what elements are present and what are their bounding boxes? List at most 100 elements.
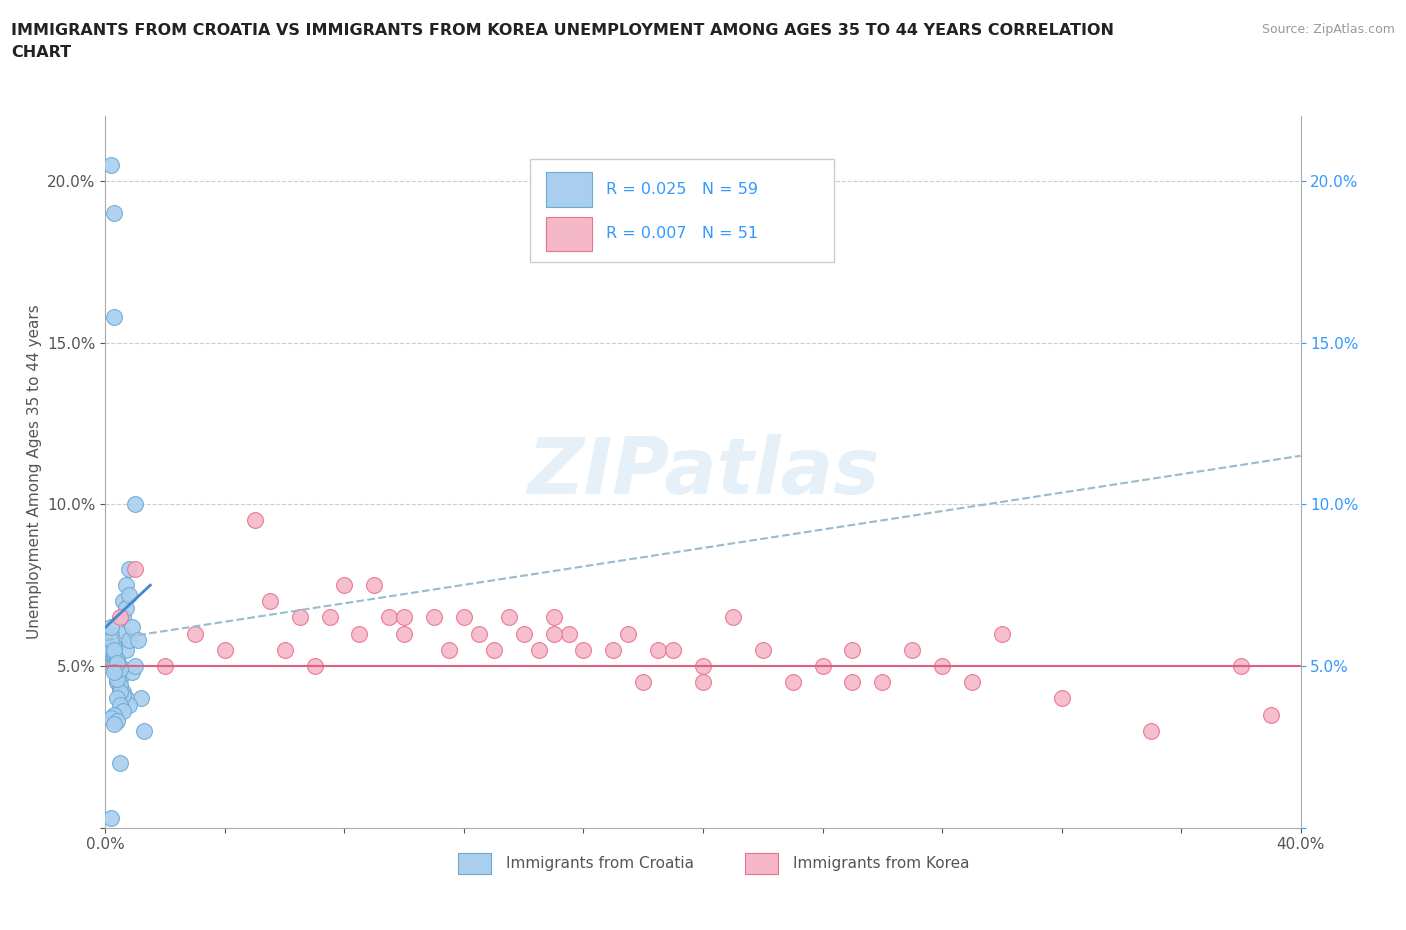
Point <box>110 681 132 696</box>
Point <box>103 665 125 680</box>
Point <box>107 669 129 684</box>
Point <box>121 665 143 680</box>
Point <box>349 626 371 641</box>
Point <box>124 658 146 673</box>
Text: Immigrants from Croatia: Immigrants from Croatia <box>506 856 693 870</box>
Point <box>110 610 132 625</box>
Point <box>107 671 129 686</box>
Point <box>363 578 385 592</box>
Point <box>692 675 714 690</box>
Point <box>107 665 129 680</box>
Text: R = 0.025   N = 59: R = 0.025 N = 59 <box>606 182 758 197</box>
Point <box>115 578 138 592</box>
Point <box>453 610 475 625</box>
Point <box>110 658 132 673</box>
Point <box>124 497 146 512</box>
Point <box>100 711 122 725</box>
Point <box>437 643 460 658</box>
Point <box>482 643 505 658</box>
Point <box>115 643 138 658</box>
Point <box>1229 658 1253 673</box>
Point <box>103 658 125 673</box>
Point <box>543 626 565 641</box>
Point <box>288 610 311 625</box>
Point <box>110 671 132 686</box>
Point <box>103 649 125 664</box>
Point <box>110 684 132 699</box>
Point <box>543 610 565 625</box>
Point <box>110 678 132 693</box>
Point <box>602 643 624 658</box>
Point <box>110 662 132 677</box>
Point <box>103 717 125 732</box>
Text: R = 0.007   N = 51: R = 0.007 N = 51 <box>606 226 758 241</box>
Point <box>394 610 416 625</box>
Point <box>115 691 138 706</box>
Text: IMMIGRANTS FROM CROATIA VS IMMIGRANTS FROM KOREA UNEMPLOYMENT AMONG AGES 35 TO 4: IMMIGRANTS FROM CROATIA VS IMMIGRANTS FR… <box>11 23 1114 60</box>
Point <box>100 626 122 641</box>
Point <box>103 206 125 220</box>
Point <box>103 643 125 658</box>
Point <box>633 675 655 690</box>
Point <box>931 658 953 673</box>
Point <box>107 675 129 690</box>
Point <box>557 626 579 641</box>
Point <box>243 513 266 528</box>
Point <box>129 691 153 706</box>
Point <box>103 310 125 325</box>
Point <box>990 626 1012 641</box>
Point <box>1050 691 1073 706</box>
Point <box>1260 707 1282 722</box>
Point <box>423 610 446 625</box>
Point <box>103 658 125 673</box>
Point <box>103 652 125 667</box>
Point <box>112 594 135 609</box>
Point <box>468 626 491 641</box>
Point <box>107 691 129 706</box>
Point <box>394 626 416 641</box>
Point <box>107 656 129 671</box>
Y-axis label: Unemployment Among Ages 35 to 44 years: Unemployment Among Ages 35 to 44 years <box>27 305 42 639</box>
Point <box>184 626 207 641</box>
FancyBboxPatch shape <box>530 159 835 262</box>
Point <box>100 811 122 826</box>
Point <box>118 588 141 603</box>
Point <box>647 643 669 658</box>
Point <box>259 594 281 609</box>
Point <box>692 658 714 673</box>
Point <box>107 652 129 667</box>
Point <box>121 619 143 634</box>
Point <box>214 643 236 658</box>
Text: Immigrants from Korea: Immigrants from Korea <box>793 856 969 870</box>
Point <box>112 704 135 719</box>
Point <box>118 698 141 712</box>
Point <box>100 157 122 172</box>
Point <box>751 643 773 658</box>
Point <box>100 632 122 647</box>
Point <box>112 684 135 699</box>
Point <box>572 643 595 658</box>
Point <box>498 610 520 625</box>
Point <box>378 610 401 625</box>
Point <box>107 652 129 667</box>
Point <box>103 639 125 654</box>
Point <box>304 658 326 673</box>
Point <box>662 643 685 658</box>
Point <box>872 675 894 690</box>
FancyBboxPatch shape <box>745 853 779 874</box>
Text: Source: ZipAtlas.com: Source: ZipAtlas.com <box>1261 23 1395 36</box>
Point <box>112 610 135 625</box>
Point <box>155 658 177 673</box>
Point <box>103 645 125 660</box>
Point <box>841 643 863 658</box>
Point <box>901 643 924 658</box>
Point <box>112 687 135 702</box>
Point <box>110 698 132 712</box>
Point <box>110 755 132 770</box>
Point <box>107 658 129 673</box>
Point <box>1140 724 1163 738</box>
Point <box>333 578 356 592</box>
Text: ZIPatlas: ZIPatlas <box>527 434 879 510</box>
Point <box>721 610 744 625</box>
Point <box>118 632 141 647</box>
